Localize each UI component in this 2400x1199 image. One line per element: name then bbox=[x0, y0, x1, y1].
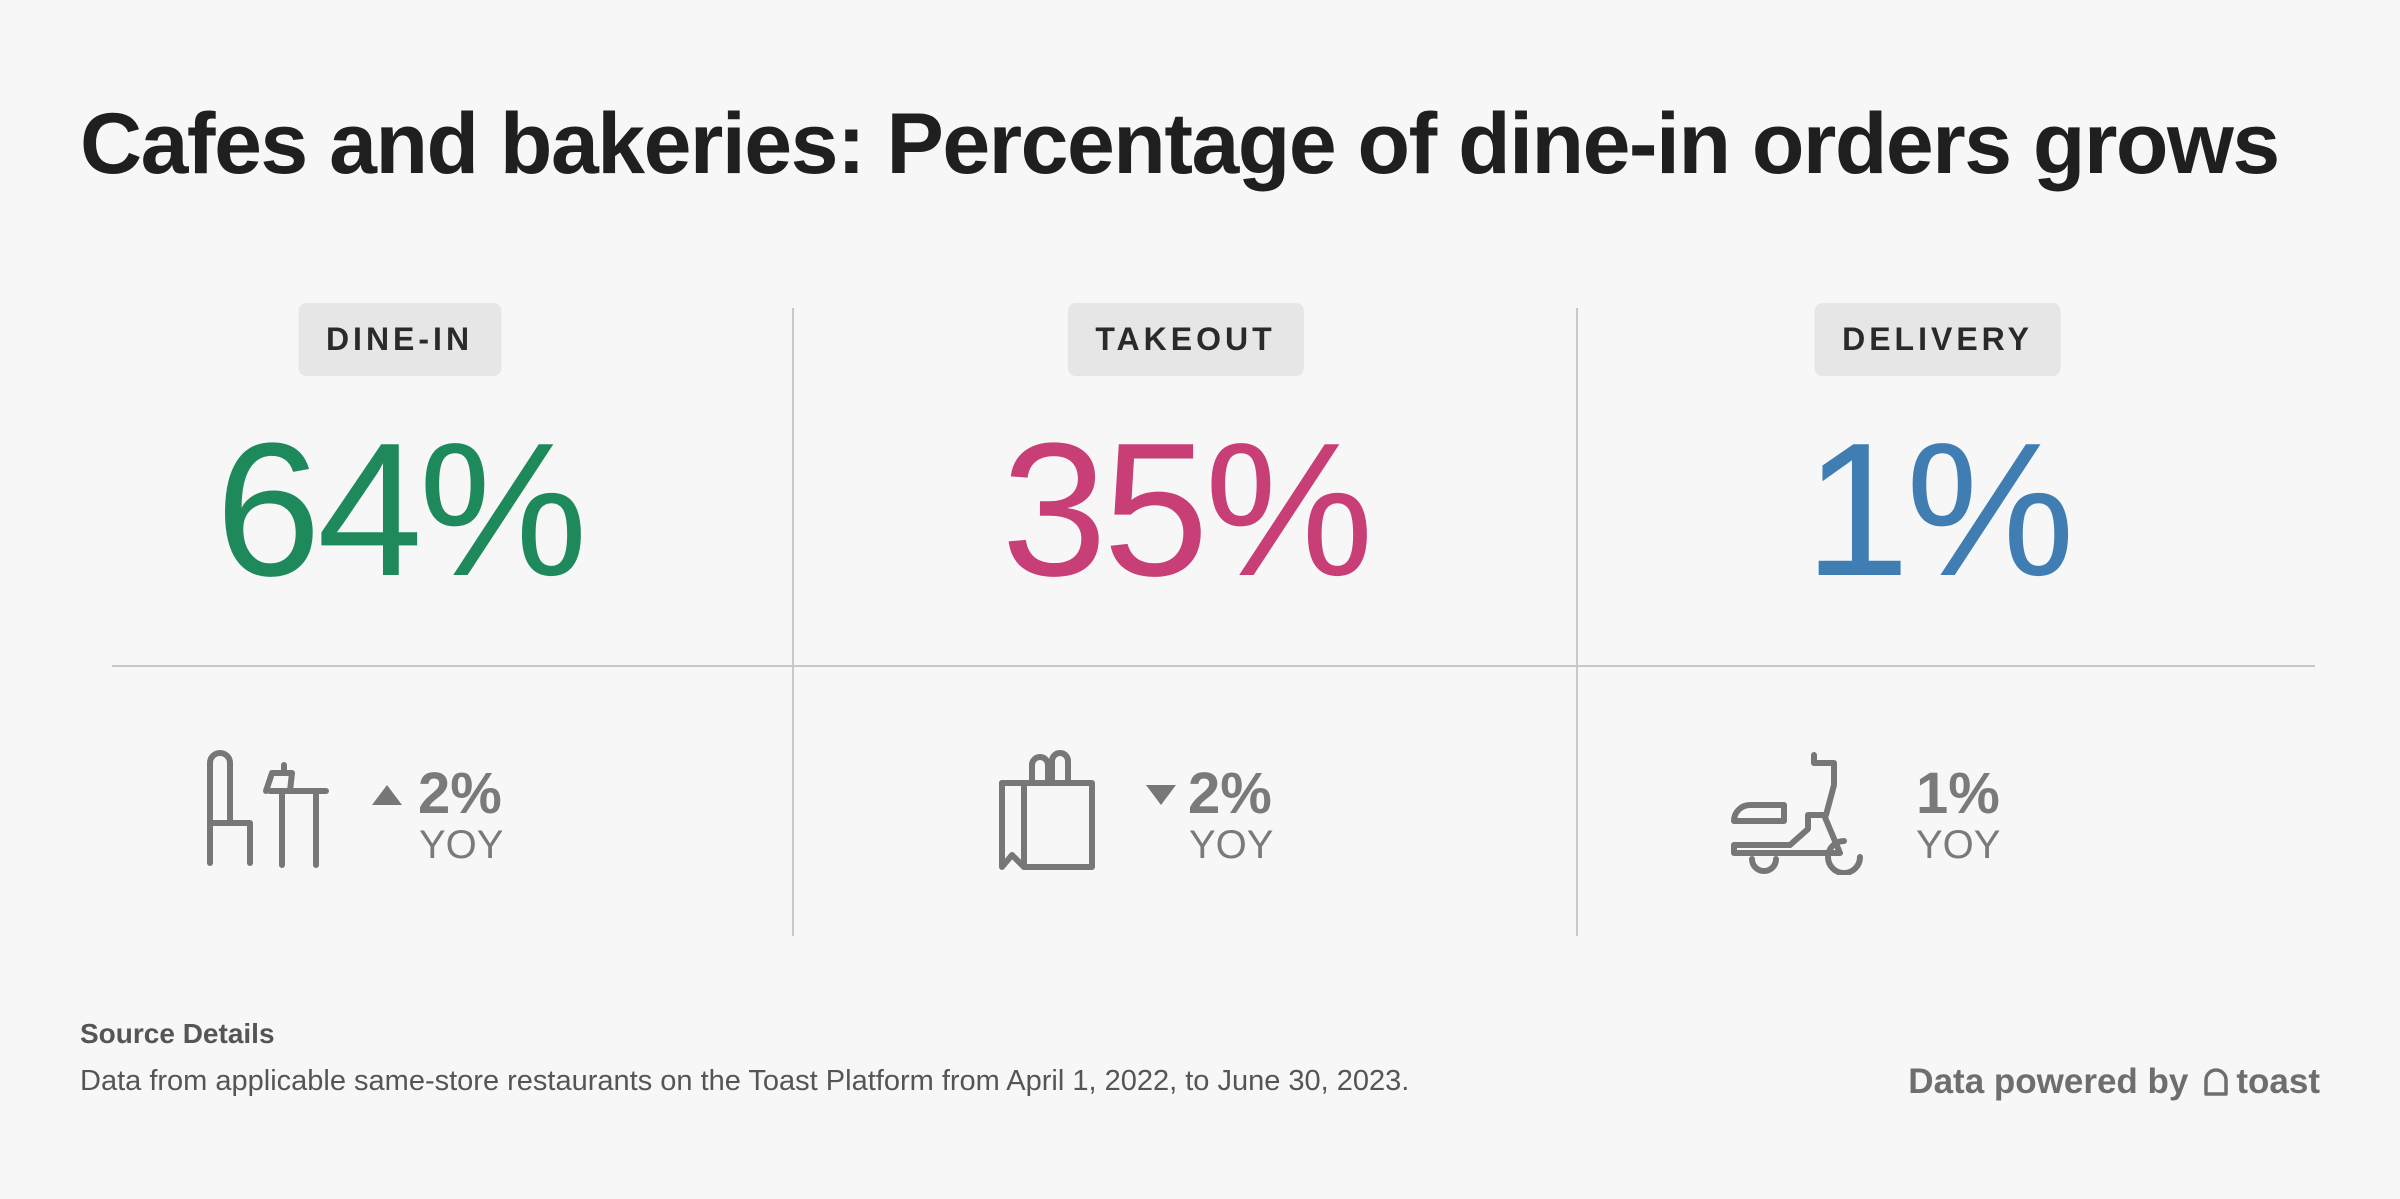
stat-column-dine-in: DINE-IN 64% bbox=[7, 0, 792, 940]
yoy-stat-takeout: 2% YOY bbox=[996, 745, 1336, 875]
yoy-change: 1% bbox=[1916, 761, 2000, 826]
toast-logo-icon bbox=[2204, 1068, 2229, 1096]
takeout-bag-icon bbox=[999, 750, 1095, 870]
yoy-stat-dine-in: 2% YOY bbox=[200, 745, 540, 875]
yoy-label: YOY bbox=[1189, 823, 1274, 867]
category-badge: DELIVERY bbox=[1814, 303, 2061, 376]
source-heading: Source Details bbox=[80, 1018, 275, 1049]
column-divider bbox=[792, 308, 794, 936]
category-badge: TAKEOUT bbox=[1067, 303, 1304, 376]
source-text: Data from applicable same-store restaura… bbox=[80, 1065, 1410, 1097]
dining-table-icon bbox=[207, 750, 329, 868]
share-value: 1% bbox=[1804, 404, 2075, 616]
yoy-label: YOY bbox=[419, 823, 504, 867]
powered-by: Data powered by toast bbox=[1908, 1062, 2320, 1102]
yoy-change: 2% bbox=[1188, 761, 1272, 826]
yoy-label: YOY bbox=[1916, 823, 2001, 867]
category-badge: DINE-IN bbox=[297, 303, 502, 376]
arrow-up-icon bbox=[372, 785, 402, 805]
scooter-icon bbox=[1731, 752, 1863, 875]
column-divider bbox=[1576, 308, 1578, 936]
arrow-down-icon bbox=[1146, 785, 1176, 805]
stat-column-takeout: TAKEOUT 35% bbox=[793, 0, 1578, 940]
yoy-change: 2% bbox=[418, 761, 502, 826]
stat-column-delivery: DELIVERY 1% bbox=[1545, 0, 2330, 940]
page-title: Cafes and bakeries: Percentage of dine-i… bbox=[80, 96, 2280, 192]
yoy-stat-delivery: 1% YOY bbox=[1726, 745, 2046, 875]
share-value: 35% bbox=[1001, 404, 1373, 616]
row-divider bbox=[112, 665, 2315, 667]
powered-by-label: Data powered by bbox=[1908, 1062, 2189, 1101]
share-value: 64% bbox=[215, 404, 587, 616]
toast-logo: toast bbox=[2200, 1062, 2320, 1102]
brand-name: toast bbox=[2236, 1062, 2320, 1101]
